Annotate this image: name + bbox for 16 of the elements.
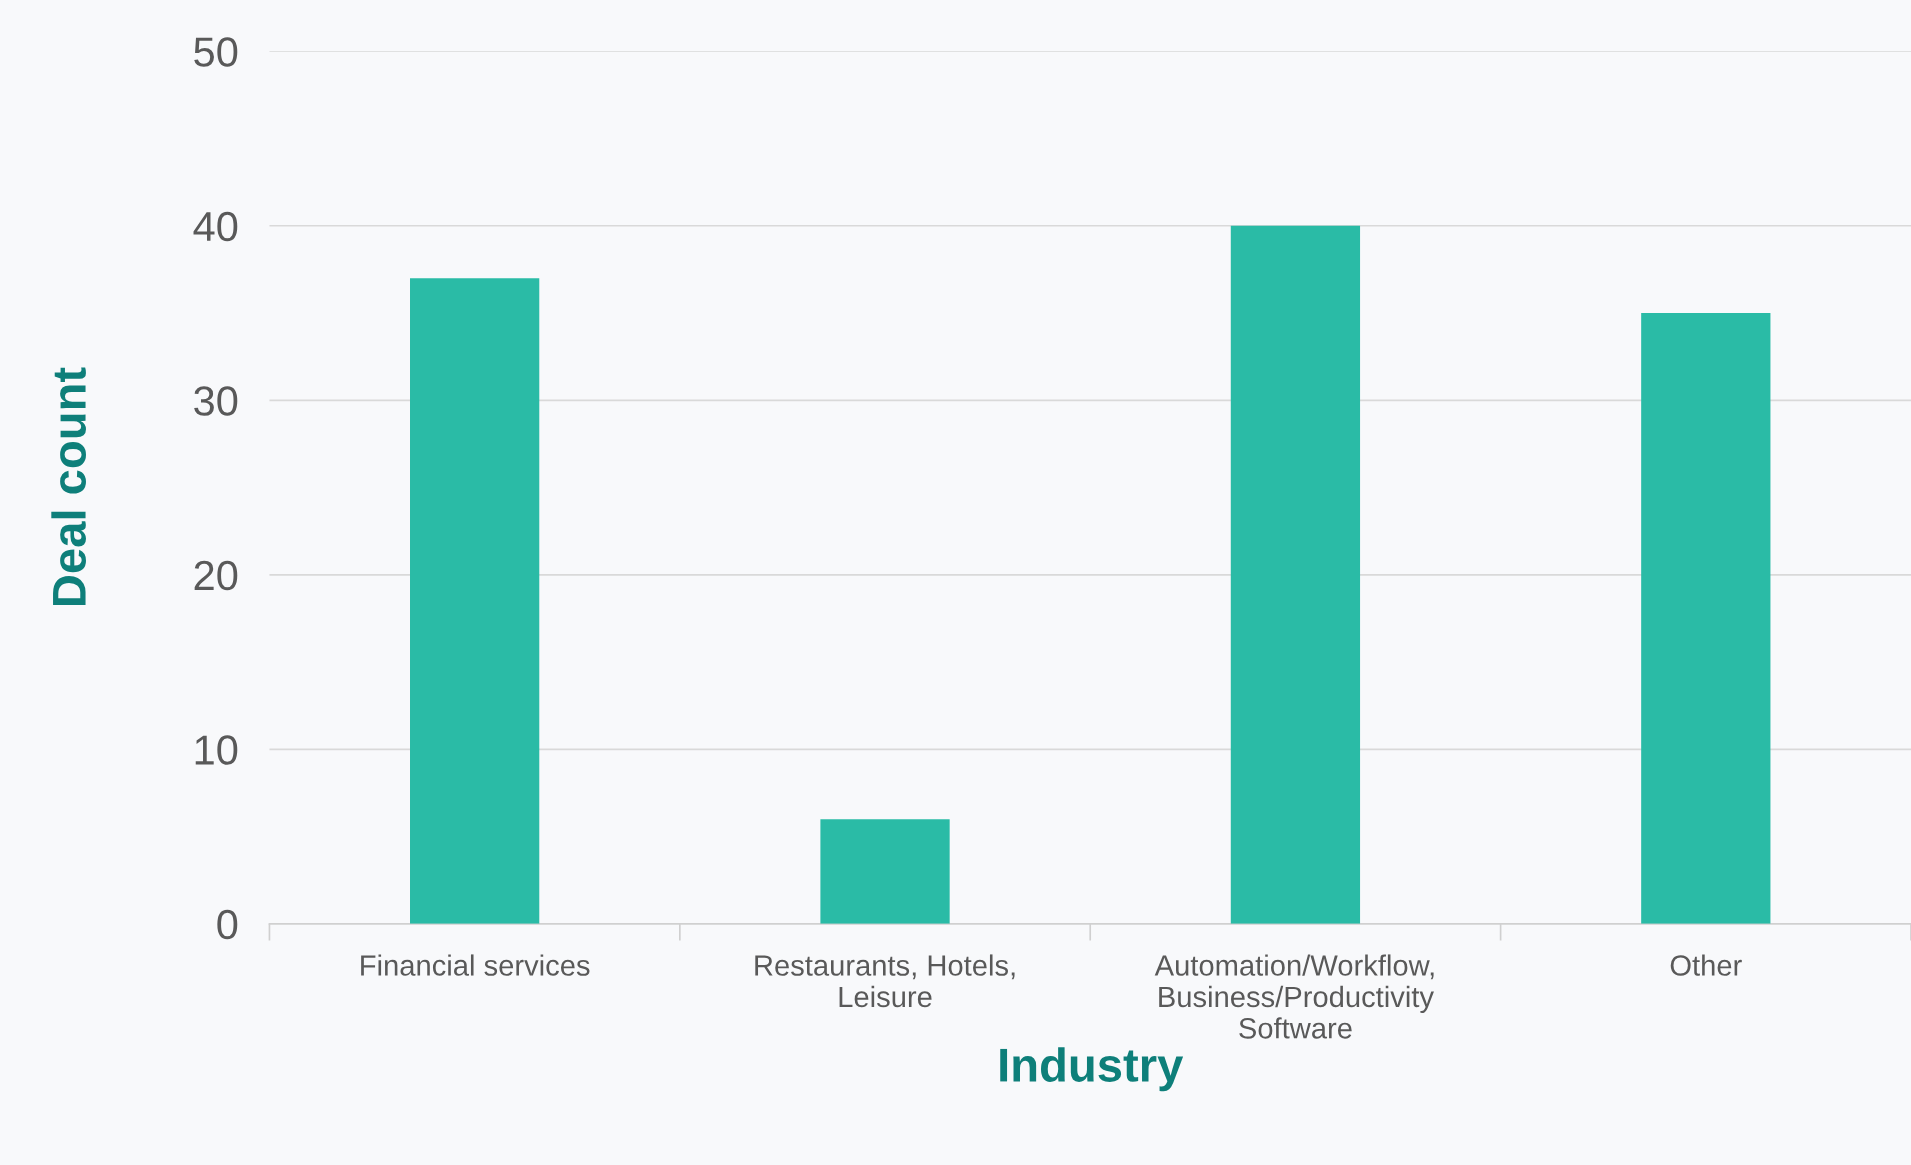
y-tick-label: 40: [193, 211, 238, 242]
y-axis-title: Deal count: [51, 367, 86, 606]
y-tick-label: 10: [195, 735, 238, 765]
y-tick-label: 0: [217, 909, 238, 940]
x-tick-label: Automation/Workflow, Business/Productivity Software: [1154, 954, 1434, 1039]
x-tick-label: Other: [1670, 954, 1742, 976]
y-tick-label: 30: [194, 386, 238, 416]
bar: [410, 278, 540, 924]
bar: [1641, 313, 1771, 924]
bar: [1230, 225, 1361, 924]
bar: [820, 819, 950, 924]
x-tick-label: Financial services: [361, 954, 590, 976]
y-tick-label: 50: [194, 37, 238, 67]
y-tick-label: 20: [194, 560, 238, 591]
x-axis-title: Industry: [1000, 1047, 1184, 1092]
x-tick-label: Restaurants, Hotels, Leisure: [755, 954, 1015, 1008]
